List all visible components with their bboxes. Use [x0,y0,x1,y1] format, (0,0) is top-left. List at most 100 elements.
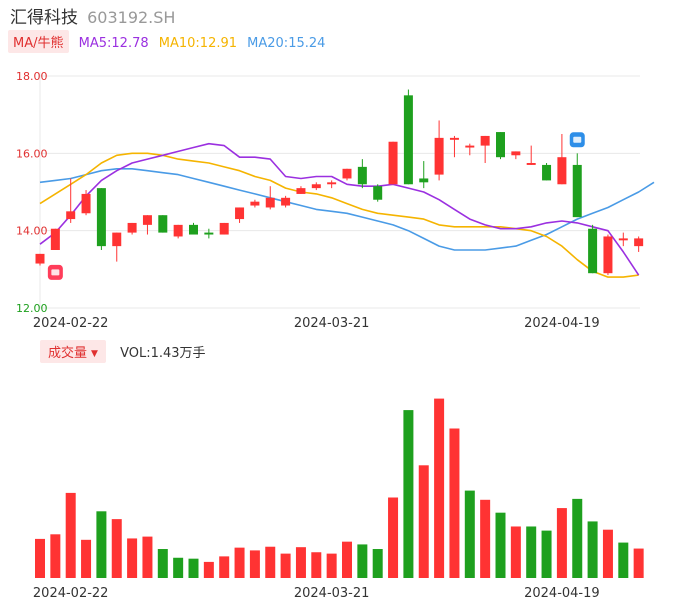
volume-value: VOL:1.43万手 [120,346,206,361]
candle-body [81,193,91,214]
candle-body [96,188,106,247]
volume-bar [173,557,184,578]
volume-bar [96,511,107,578]
volume-bar [480,499,491,578]
volume-bar [403,410,414,578]
candle-body [112,232,122,247]
ma5-label: MA5:12.78 [78,36,149,51]
candle-body [250,201,260,206]
volume-bar [572,498,583,578]
y-tick-label: 16.00 [16,147,48,160]
price-y-axis: 18.00 16.00 14.00 12.00 [16,70,48,315]
candle-body [511,151,521,156]
x-tick-label: 2024-02-22 [33,316,109,331]
volume-bar [587,521,598,578]
candle-body [388,141,398,185]
candle-body [557,157,567,185]
volume-bar [526,526,537,578]
candle-body [142,215,152,225]
candle-body [403,95,413,185]
candle-body [465,145,475,148]
candle-body [311,184,321,189]
volume-x-axis: 2024-02-22 2024-03-21 2024-04-19 [33,586,600,601]
volume-bar [234,547,245,578]
candle-body [235,207,245,220]
blue-shield-icon [568,131,586,149]
candle-body [434,137,444,175]
volume-bar [602,529,613,578]
volume-bar [203,561,214,578]
ma-legend: MA/牛熊 MA5:12.78 MA10:12.91 MA20:15.24 [8,30,325,54]
volume-legend: 成交量 ▼ VOL:1.43万手 [40,340,206,363]
ma20-line [39,168,655,251]
ma10-line [39,152,639,278]
chevron-down-icon: ▼ [91,349,98,359]
volume-bar [127,538,138,578]
candle-body [281,197,291,206]
stock-code: 603192.SH [87,8,176,27]
candle-body [173,224,183,237]
volume-bar [357,544,368,578]
volume-bar [295,547,306,578]
volume-bar [111,519,122,578]
x-tick-label: 2024-04-19 [524,586,600,601]
moving-average-lines [39,142,655,278]
candle-body [572,164,582,218]
volume-indicator-dropdown[interactable]: 成交量 ▼ [40,340,106,363]
x-tick-label: 2024-03-21 [294,316,370,331]
volume-bar [449,428,460,578]
volume-bar [556,508,567,578]
candle-body [526,163,536,165]
candle-body [496,132,505,158]
volume-bar [326,553,337,578]
candlesticks [35,89,644,276]
candle-body [265,197,275,208]
candle-body [373,186,383,200]
price-grid [39,72,640,309]
marker-glyph [573,136,582,143]
y-tick-label: 18.00 [16,70,48,83]
volume-bar [219,556,230,578]
ma-toggle-button[interactable]: MA/牛熊 [8,30,69,53]
candle-body [50,228,60,250]
candle-body [449,137,459,140]
volume-bar [541,530,552,578]
title-row: 汇得科技 603192.SH [10,3,175,29]
volume-bar [464,490,475,578]
volume-bar [188,558,199,578]
volume-bar [388,497,399,578]
volume-bar [342,541,352,578]
volume-bar [418,465,429,578]
marker-glyph [51,269,60,276]
price-x-axis: 2024-02-22 2024-03-21 2024-04-19 [33,316,600,331]
x-tick-label: 2024-04-19 [524,316,600,331]
volume-bar [280,553,291,578]
volume-bar [510,526,521,578]
volume-bar [35,538,45,578]
volume-bars [35,398,644,578]
volume-bar [81,539,92,578]
volume-bar [249,550,260,578]
candle-body [204,232,214,235]
volume-bar [311,552,322,578]
ma10-label: MA10:12.91 [158,36,238,51]
volume-bar [157,549,168,578]
red-shield-icon [46,263,64,281]
volume-bar [265,546,276,578]
volume-bar [372,549,383,578]
ma20-label: MA20:15.24 [247,36,326,51]
extreme-markers [46,131,586,281]
candle-body [480,135,490,146]
candle-body [618,238,628,241]
volume-tag-label: 成交量 [48,346,88,361]
candle-body [189,224,198,235]
volume-bar [618,542,629,578]
candle-body [219,222,229,235]
candle-body [419,178,429,183]
y-tick-label: 12.00 [16,302,48,315]
volume-bar [495,512,506,578]
candle-body [296,188,306,194]
volume-bar [50,534,61,578]
x-tick-label: 2024-02-22 [33,586,109,601]
y-tick-label: 14.00 [16,225,48,238]
